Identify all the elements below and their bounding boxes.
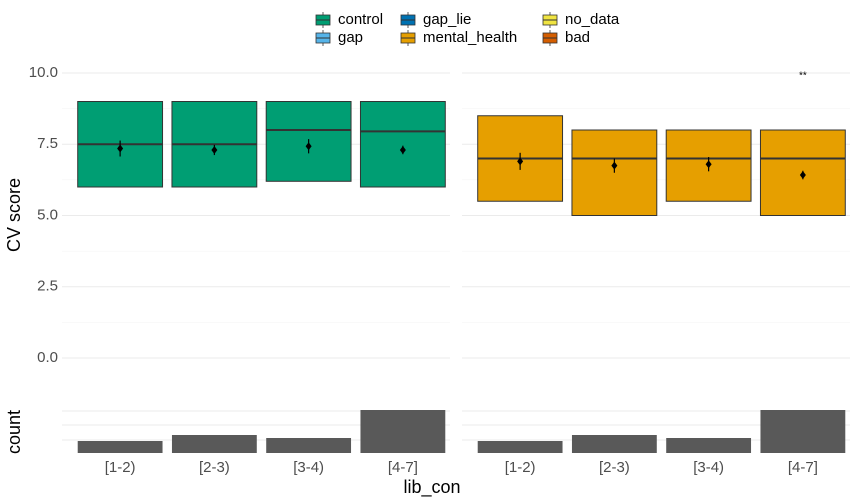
count-axis-title: count <box>4 410 24 454</box>
mean-point <box>705 160 712 169</box>
y-tick-label: 10.0 <box>29 64 58 81</box>
legend-label: gap <box>338 29 363 46</box>
count-bar <box>77 441 163 453</box>
x-axis-title: lib_con <box>403 477 460 498</box>
mean-point <box>611 161 618 170</box>
x-tick-label: [4-7] <box>788 459 818 476</box>
count-bar <box>360 410 446 453</box>
count-bar <box>571 435 657 453</box>
count-bar <box>760 410 846 453</box>
mean-point <box>399 145 406 154</box>
y-tick-label: 2.5 <box>37 278 58 295</box>
count-bar <box>477 441 563 453</box>
count-bar <box>666 438 752 453</box>
mean-point <box>305 142 312 151</box>
y-axis-title: CV score <box>4 178 24 252</box>
x-tick-label: [4-7] <box>388 459 418 476</box>
mean-point <box>799 171 806 180</box>
legend-label: control <box>338 11 383 28</box>
count-bar <box>171 435 257 453</box>
x-tick-label: [2-3) <box>199 459 230 476</box>
mean-point <box>117 144 124 153</box>
x-tick-label: [3-4) <box>293 459 324 476</box>
x-tick-label: [1-2) <box>105 459 136 476</box>
y-tick-label: 0.0 <box>37 349 58 366</box>
annotation: ** <box>799 70 807 81</box>
mean-point <box>517 157 524 166</box>
x-tick-label: [3-4) <box>693 459 724 476</box>
legend-label: gap_lie <box>423 11 471 28</box>
x-tick-label: [2-3) <box>599 459 630 476</box>
legend-label: no_data <box>565 11 620 28</box>
y-tick-label: 7.5 <box>37 135 58 152</box>
count-bar <box>266 438 352 453</box>
mean-point <box>211 145 218 154</box>
y-tick-label: 5.0 <box>37 206 58 223</box>
legend-label: mental_health <box>423 29 517 46</box>
x-tick-label: [1-2) <box>505 459 536 476</box>
box <box>359 101 446 188</box>
legend-label: bad <box>565 29 590 46</box>
